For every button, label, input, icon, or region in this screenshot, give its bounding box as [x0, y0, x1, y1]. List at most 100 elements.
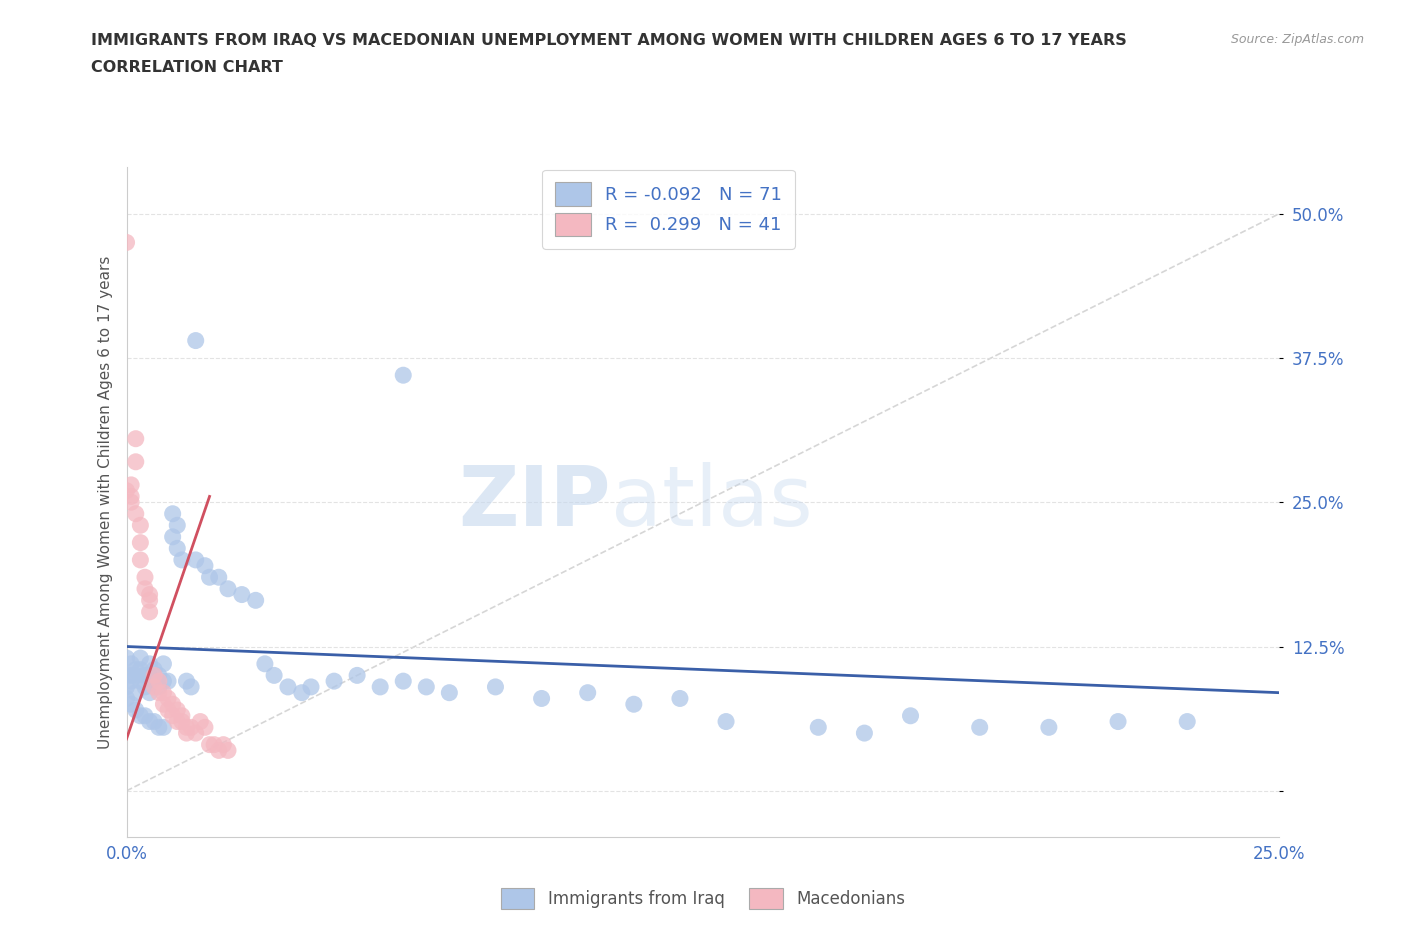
Point — [152, 685, 174, 700]
Point — [143, 680, 166, 695]
Point — [263, 668, 285, 683]
Text: Source: ZipAtlas.com: Source: ZipAtlas.com — [1230, 33, 1364, 46]
Point — [176, 720, 198, 735]
Point — [120, 697, 142, 711]
Point — [484, 680, 506, 695]
Point — [208, 743, 231, 758]
Point — [138, 604, 160, 619]
Point — [198, 570, 221, 585]
Point — [120, 489, 142, 504]
Point — [202, 737, 225, 752]
Point — [152, 697, 174, 711]
Point — [576, 685, 599, 700]
Point — [125, 432, 148, 446]
Point — [253, 657, 276, 671]
Point — [148, 680, 170, 695]
Text: IMMIGRANTS FROM IRAQ VS MACEDONIAN UNEMPLOYMENT AMONG WOMEN WITH CHILDREN AGES 6: IMMIGRANTS FROM IRAQ VS MACEDONIAN UNEMP… — [91, 33, 1128, 47]
Point — [166, 702, 188, 717]
Point — [184, 725, 207, 740]
Point — [217, 743, 239, 758]
Point — [138, 685, 160, 700]
Point — [170, 709, 193, 724]
Point — [157, 702, 180, 717]
Point — [162, 529, 184, 544]
Point — [714, 714, 737, 729]
Point — [188, 714, 211, 729]
Point — [120, 668, 142, 683]
Point — [853, 725, 876, 740]
Point — [166, 714, 188, 729]
Point — [148, 685, 170, 700]
Point — [392, 367, 415, 382]
Point — [277, 680, 299, 695]
Point — [138, 587, 160, 602]
Point — [176, 673, 198, 688]
Point — [1175, 714, 1198, 729]
Point — [162, 506, 184, 521]
Point — [166, 541, 188, 556]
Point — [323, 673, 346, 688]
Point — [129, 535, 152, 550]
Point — [120, 477, 142, 492]
Point — [415, 680, 437, 695]
Point — [125, 506, 148, 521]
Point — [115, 235, 138, 250]
Point — [125, 455, 148, 470]
Point — [148, 720, 170, 735]
Point — [115, 680, 138, 695]
Point — [162, 697, 184, 711]
Point — [134, 709, 156, 724]
Point — [208, 570, 231, 585]
Y-axis label: Unemployment Among Women with Children Ages 6 to 17 years: Unemployment Among Women with Children A… — [97, 256, 112, 749]
Point — [138, 593, 160, 608]
Point — [115, 484, 138, 498]
Point — [157, 691, 180, 706]
Point — [134, 570, 156, 585]
Point — [176, 725, 198, 740]
Point — [129, 709, 152, 724]
Point — [212, 737, 235, 752]
Point — [143, 714, 166, 729]
Legend: R = -0.092   N = 71, R =  0.299   N = 41: R = -0.092 N = 71, R = 0.299 N = 41 — [543, 170, 794, 248]
Point — [623, 697, 645, 711]
Point — [115, 651, 138, 666]
Point — [198, 737, 221, 752]
Point — [1107, 714, 1129, 729]
Point — [231, 587, 253, 602]
Point — [180, 680, 202, 695]
Point — [194, 720, 217, 735]
Point — [134, 668, 156, 683]
Point — [170, 552, 193, 567]
Point — [807, 720, 830, 735]
Point — [138, 714, 160, 729]
Point — [152, 720, 174, 735]
Text: CORRELATION CHART: CORRELATION CHART — [91, 60, 283, 75]
Point — [346, 668, 368, 683]
Point — [166, 518, 188, 533]
Legend: Immigrants from Iraq, Macedonians: Immigrants from Iraq, Macedonians — [492, 880, 914, 917]
Point — [170, 714, 193, 729]
Point — [184, 552, 207, 567]
Point — [120, 673, 142, 688]
Point — [439, 685, 461, 700]
Point — [143, 673, 166, 688]
Point — [138, 668, 160, 683]
Point — [669, 691, 692, 706]
Point — [217, 581, 239, 596]
Point — [120, 657, 142, 671]
Point — [129, 552, 152, 567]
Text: atlas: atlas — [610, 461, 813, 543]
Point — [148, 673, 170, 688]
Text: ZIP: ZIP — [458, 461, 610, 543]
Point — [129, 662, 152, 677]
Point — [125, 662, 148, 677]
Point — [180, 720, 202, 735]
Point — [125, 702, 148, 717]
Point — [125, 685, 148, 700]
Point — [299, 680, 322, 695]
Point — [1038, 720, 1060, 735]
Point — [120, 495, 142, 510]
Point — [368, 680, 391, 695]
Point — [392, 673, 415, 688]
Point — [115, 691, 138, 706]
